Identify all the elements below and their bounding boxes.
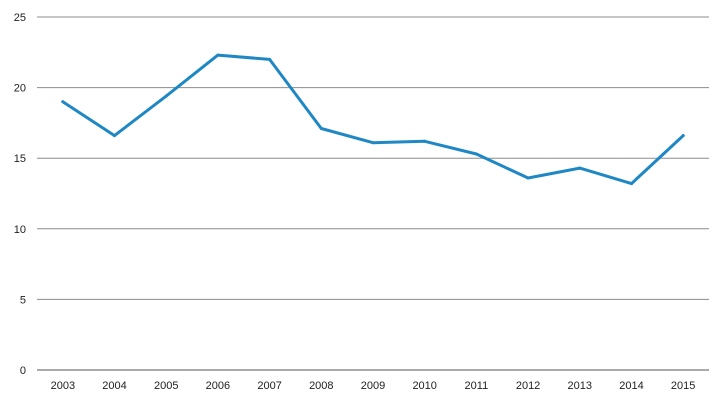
x-tick-label: 2007: [257, 380, 281, 392]
data-point-2013: [578, 166, 582, 170]
data-point-2012: [526, 176, 530, 180]
y-tick-label: 5: [20, 294, 26, 306]
x-tick-label: 2003: [51, 380, 75, 392]
data-point-2007: [268, 57, 272, 61]
data-point-2009: [371, 141, 375, 145]
x-tick-label: 2005: [154, 380, 178, 392]
data-point-2011: [474, 152, 478, 156]
series-line-0: [61, 53, 685, 186]
y-tick-label: 10: [14, 224, 26, 236]
data-point-2006: [216, 53, 220, 57]
x-axis-ticks: 2003 2004 2005 2006 2007 2008 2009 2010 2011 2012…: [51, 380, 696, 392]
y-tick-label: 0: [20, 365, 26, 377]
x-tick-label: 2015: [671, 380, 695, 392]
x-tick-label: 2004: [102, 380, 126, 392]
y-axis-ticks: 0 5 10 15 20 25: [14, 12, 26, 377]
data-point-2015: [681, 134, 685, 138]
y-tick-label: 25: [14, 12, 26, 24]
y-tick-label: 15: [14, 153, 26, 165]
grid: [37, 16, 709, 371]
x-tick-label: 2010: [412, 380, 436, 392]
data-point-2008: [319, 127, 323, 131]
data-point-2010: [423, 139, 427, 143]
data-point-2014: [629, 182, 633, 186]
x-tick-label: 2014: [619, 380, 643, 392]
series: [61, 53, 685, 186]
data-point-2005: [164, 94, 168, 98]
data-point-2003: [61, 100, 65, 104]
x-tick-label: 2008: [309, 380, 333, 392]
y-tick-label: 20: [14, 83, 26, 95]
x-tick-label: 2011: [465, 380, 489, 392]
x-tick-label: 2006: [206, 380, 230, 392]
data-point-2004: [113, 134, 117, 138]
x-tick-label: 2009: [361, 380, 385, 392]
x-tick-label: 2012: [516, 380, 540, 392]
x-tick-label: 2013: [568, 380, 592, 392]
